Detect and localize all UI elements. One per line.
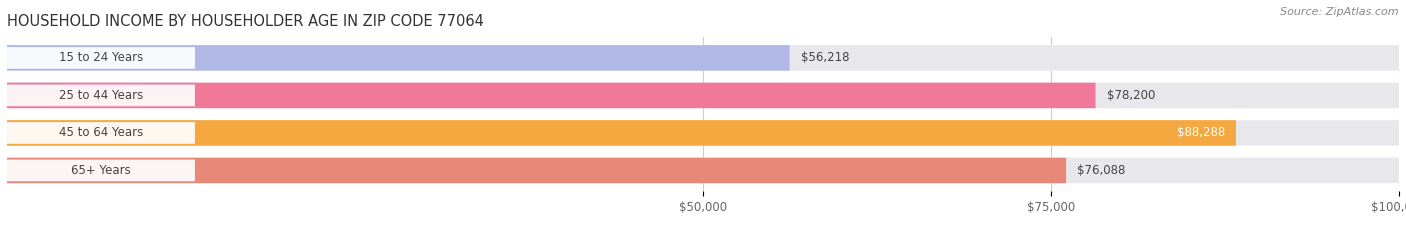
Text: 45 to 64 Years: 45 to 64 Years [59, 127, 143, 139]
FancyBboxPatch shape [7, 45, 1399, 71]
Text: HOUSEHOLD INCOME BY HOUSEHOLDER AGE IN ZIP CODE 77064: HOUSEHOLD INCOME BY HOUSEHOLDER AGE IN Z… [7, 14, 484, 29]
FancyBboxPatch shape [7, 85, 195, 106]
Text: $56,218: $56,218 [800, 51, 849, 64]
Text: $76,088: $76,088 [1077, 164, 1126, 177]
FancyBboxPatch shape [7, 122, 195, 144]
Text: 25 to 44 Years: 25 to 44 Years [59, 89, 143, 102]
Text: $78,200: $78,200 [1107, 89, 1156, 102]
FancyBboxPatch shape [7, 83, 1399, 108]
Text: 15 to 24 Years: 15 to 24 Years [59, 51, 143, 64]
FancyBboxPatch shape [7, 160, 195, 181]
FancyBboxPatch shape [7, 45, 790, 71]
Text: Source: ZipAtlas.com: Source: ZipAtlas.com [1281, 7, 1399, 17]
FancyBboxPatch shape [7, 158, 1066, 183]
FancyBboxPatch shape [7, 47, 195, 69]
FancyBboxPatch shape [7, 158, 1399, 183]
Text: $88,288: $88,288 [1177, 127, 1225, 139]
FancyBboxPatch shape [7, 83, 1095, 108]
FancyBboxPatch shape [7, 120, 1236, 146]
Text: 65+ Years: 65+ Years [72, 164, 131, 177]
FancyBboxPatch shape [7, 120, 1399, 146]
